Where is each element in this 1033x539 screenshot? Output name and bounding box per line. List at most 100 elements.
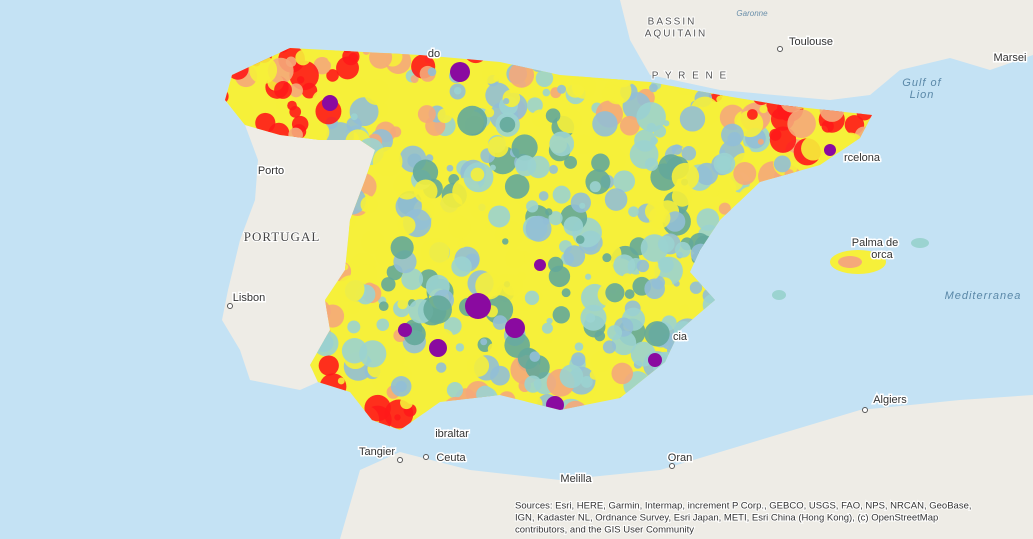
raster-patch	[446, 381, 464, 399]
raster-patch	[602, 253, 612, 263]
raster-patch	[492, 315, 508, 330]
raster-patch	[337, 275, 365, 303]
raster-patch	[326, 69, 339, 82]
city-dot	[669, 463, 675, 469]
mallorca-patch	[838, 256, 862, 268]
raster-patch	[417, 105, 436, 124]
raster-hotspot	[450, 62, 470, 82]
raster-patch	[529, 351, 541, 362]
portugal-land	[222, 75, 375, 390]
place-label: BASSIN	[648, 17, 697, 28]
place-label: Toulouse	[789, 36, 833, 48]
raster-patch	[671, 144, 683, 155]
raster-patch	[336, 56, 359, 80]
raster-patch	[671, 185, 693, 207]
raster-patch	[552, 185, 571, 204]
raster-patch	[644, 157, 659, 171]
raster-patch	[350, 113, 358, 121]
place-label: rcelona	[844, 152, 881, 164]
attribution: Sources: Esri, HERE, Garmin, Intermap, i…	[515, 501, 972, 512]
city-dot	[777, 46, 783, 52]
raster-hotspot	[429, 339, 447, 357]
raster-patch	[307, 121, 330, 144]
raster-patch	[564, 155, 577, 169]
raster-patch	[590, 351, 612, 373]
raster-patch	[714, 177, 737, 200]
raster-patch	[546, 317, 553, 325]
raster-patch	[390, 236, 414, 260]
raster-patch	[490, 365, 510, 386]
place-label: Lisbon	[233, 292, 265, 304]
raster-hotspot	[824, 144, 836, 156]
raster-patch	[607, 325, 623, 341]
raster-patch	[413, 179, 438, 204]
raster-patch	[501, 274, 524, 296]
africa-land	[340, 395, 1033, 539]
place-label: P Y R E N E	[652, 71, 728, 82]
raster-hotspot	[465, 293, 491, 319]
raster-patch	[747, 109, 758, 120]
raster-patch	[563, 216, 584, 236]
menorca	[911, 238, 929, 248]
raster-patch	[681, 145, 697, 161]
raster-patch	[644, 278, 665, 300]
raster-patch	[484, 107, 495, 118]
raster-patch	[359, 340, 387, 368]
raster-patch	[602, 340, 617, 354]
raster-patch	[541, 322, 553, 334]
city-dot	[227, 303, 233, 309]
raster-patch	[591, 153, 610, 173]
raster-patch	[360, 195, 378, 214]
raster-patch	[624, 289, 635, 299]
raster-patch	[622, 273, 633, 284]
place-label: AQUITAIN	[645, 29, 707, 40]
raster-patch	[466, 354, 490, 377]
raster-hotspot	[505, 318, 525, 338]
raster-patch	[605, 283, 625, 303]
place-label: Garonne	[736, 9, 768, 18]
raster-patch	[489, 164, 496, 171]
raster-patch	[733, 161, 757, 185]
raster-patch	[563, 245, 586, 267]
raster-patch	[549, 131, 575, 157]
raster-patch	[634, 129, 657, 152]
raster-patch	[401, 268, 424, 290]
raster-patch	[548, 211, 563, 226]
city-dot	[397, 457, 403, 463]
raster-patch	[327, 48, 343, 65]
raster-patch	[502, 238, 509, 245]
raster-patch	[378, 301, 389, 312]
raster-patch	[613, 170, 636, 193]
raster-patch	[397, 216, 416, 235]
raster-patch	[709, 188, 719, 198]
raster-patch	[394, 414, 401, 421]
raster-patch	[287, 100, 297, 111]
raster-patch	[527, 97, 543, 114]
place-label: Ceuta	[436, 452, 466, 464]
place-label: Oran	[668, 452, 692, 464]
raster-patch	[542, 88, 551, 97]
raster-patch	[628, 206, 639, 217]
raster-patch	[601, 87, 615, 101]
raster-patch	[494, 220, 524, 250]
raster-patch	[580, 376, 593, 388]
raster-patch	[488, 205, 511, 228]
raster-patch	[504, 248, 525, 269]
raster-patch	[613, 254, 636, 277]
raster-patch	[531, 109, 549, 127]
raster-patch	[695, 162, 719, 186]
raster-patch	[713, 152, 736, 175]
raster-patch	[448, 215, 472, 239]
raster-patch	[619, 115, 640, 136]
place-label: orca	[871, 249, 893, 261]
raster-patch	[671, 162, 700, 191]
raster-hotspot	[534, 259, 546, 271]
raster-patch	[585, 313, 596, 323]
raster-patch	[372, 146, 403, 177]
raster-patch	[657, 235, 675, 253]
attribution: IGN, Kadaster NL, Ordnance Survey, Esri …	[515, 513, 938, 524]
raster-patch	[549, 164, 559, 174]
city-dot	[423, 454, 429, 460]
raster-patch	[423, 295, 452, 324]
